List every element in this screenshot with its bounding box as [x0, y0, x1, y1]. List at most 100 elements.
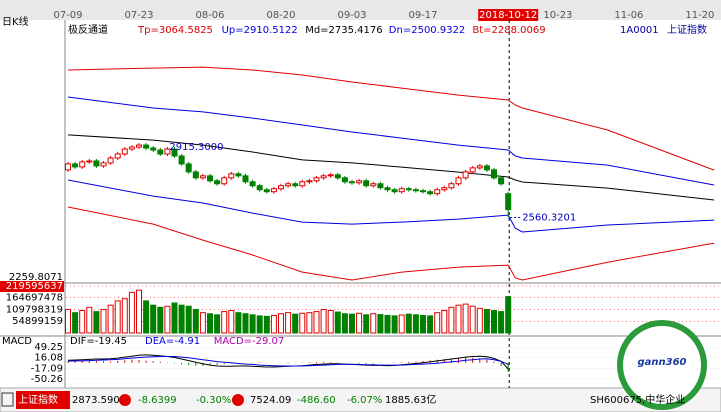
candle-body [242, 175, 249, 183]
candle-body [448, 183, 455, 189]
y-tick-label: -50.26 [31, 374, 63, 385]
dif-line [67, 354, 509, 370]
candle-body [370, 183, 377, 187]
volume-bar [292, 313, 299, 334]
x-tick-label: 11-06 [614, 10, 643, 21]
volume-bar [391, 315, 398, 334]
legend-entry: Md=2735.4176 [305, 25, 382, 36]
channel-line [67, 96, 715, 186]
volume-bar [150, 304, 157, 334]
candle-body [235, 173, 242, 177]
volume-bar [370, 313, 377, 334]
legend-entry: DEA=-4.91 [145, 336, 200, 347]
volume-bar [242, 313, 249, 334]
candle-body [263, 189, 270, 193]
status-item: SH600675,中华企业 [590, 393, 685, 406]
volume-bar [356, 312, 363, 334]
y-tick-label: -17.09 [31, 363, 63, 374]
legend-entry: Tp=3064.5825 [137, 25, 213, 36]
menu-icon [1, 392, 14, 407]
legend-entry: DIF=-19.45 [70, 336, 127, 347]
candle-body [384, 187, 391, 191]
index-name: 上证指数 [667, 23, 707, 36]
volume-bar [107, 304, 114, 334]
logo: gann360 [637, 357, 686, 368]
candle-body [143, 144, 150, 149]
candle-body [434, 189, 441, 195]
volume-bar [434, 312, 441, 334]
legend-entry: Dn=2500.9322 [389, 25, 466, 36]
status-icon [232, 394, 244, 406]
channel-line [67, 134, 715, 201]
volume-bar [207, 313, 213, 334]
x-tick-label: 09-17 [408, 10, 437, 21]
candle-body [114, 153, 121, 159]
candle-body [398, 188, 405, 193]
volume-bar [121, 298, 128, 334]
candle-body [214, 180, 221, 185]
x-tick-label: 07-23 [124, 10, 153, 21]
chart-title: 极反通道 [68, 23, 108, 36]
volume-bar [192, 308, 199, 334]
volume-bar [178, 304, 185, 334]
candle-body [136, 144, 142, 148]
volume-bar [420, 314, 426, 334]
volume-bar [100, 308, 107, 334]
x-tick-label: 11-20 [685, 10, 714, 21]
volume-bar [306, 312, 313, 334]
y-tick-label: 16.08 [34, 353, 63, 364]
volume-bar [79, 310, 86, 334]
status-item: 2873.5901 [72, 395, 126, 406]
volume-bar [334, 311, 341, 334]
x-tick-label: 08-20 [266, 10, 295, 21]
volume-bar [114, 300, 121, 334]
status-item: -0.30% [196, 395, 231, 406]
volume-bar [441, 310, 448, 334]
volume-bar [320, 308, 327, 334]
candle-body [178, 155, 185, 165]
legend-entry: Bt=2288.0069 [472, 25, 545, 36]
candle-body [100, 162, 107, 167]
volume-bar [327, 310, 334, 334]
candle-body [86, 160, 93, 163]
volume-bar [377, 314, 384, 334]
candle-body [377, 183, 384, 189]
volume-bar [483, 308, 490, 334]
candle-body [313, 177, 320, 182]
candle-body [483, 165, 490, 171]
candle-body [72, 163, 79, 168]
candle-body [157, 149, 164, 155]
dea-line [67, 356, 509, 367]
x-tick-label: 2018-10-12 [479, 10, 537, 21]
candle-body [199, 175, 206, 179]
volume-bar [157, 306, 164, 334]
candle-body [306, 180, 313, 183]
volume-bar [498, 311, 505, 334]
channel-line [67, 179, 715, 233]
volume-bar [363, 314, 370, 334]
candle-body [221, 177, 228, 185]
volume-bar [505, 296, 512, 334]
candle-body [441, 187, 448, 191]
y-tick-label: 54899159 [12, 316, 63, 327]
volume-bar [128, 291, 135, 334]
status-item: -8.6399 [138, 395, 177, 406]
max-volume-box [0, 281, 64, 292]
candle-body [65, 163, 71, 171]
volume-bar [412, 314, 419, 334]
volume-bar [462, 303, 469, 334]
candle-body [164, 148, 171, 155]
volume-bar [476, 307, 483, 334]
candle-body [228, 173, 235, 179]
status-item: 上证指数 [18, 393, 58, 406]
volume-bar [228, 310, 235, 334]
price-label: 2560.3201 [522, 212, 576, 223]
candle-body [285, 183, 292, 187]
candle-body [427, 191, 434, 195]
period-label: 日K线 [2, 15, 29, 28]
candle-body [270, 188, 277, 193]
volume-bar [256, 315, 263, 334]
volume-bar [469, 305, 476, 334]
status-item: -486.60 [297, 395, 336, 406]
candle-body [207, 175, 213, 182]
